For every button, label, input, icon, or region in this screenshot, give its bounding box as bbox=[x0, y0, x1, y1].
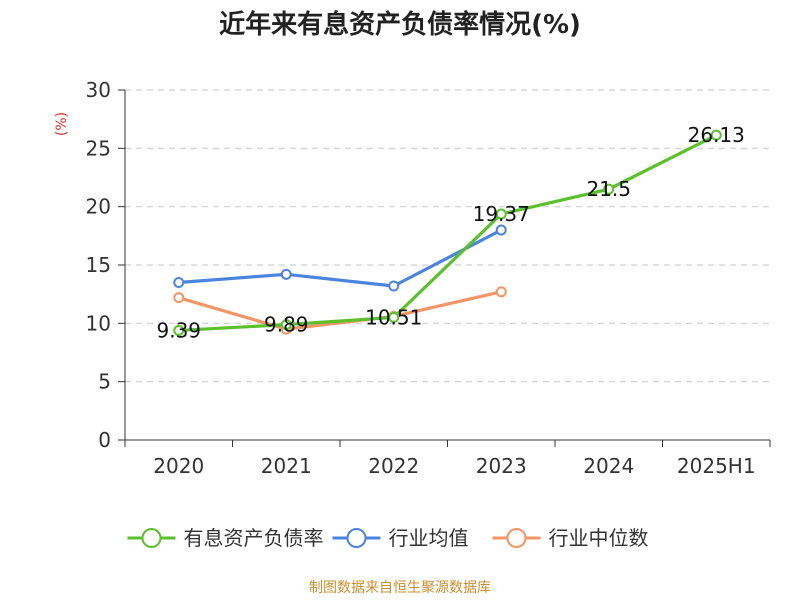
legend-marker bbox=[141, 528, 162, 548]
y-tick-label: 25 bbox=[86, 136, 111, 160]
y-tick-label: 5 bbox=[98, 370, 111, 394]
x-tick-label: 2020 bbox=[153, 454, 204, 478]
series-line bbox=[177, 228, 503, 288]
x-tick-label: 2025H1 bbox=[677, 454, 756, 478]
data-point bbox=[173, 324, 185, 336]
y-tick-label: 20 bbox=[86, 195, 111, 219]
axes: 0 5 10 15 20 25 30 2020 2021 2022 2023 2024 2025H1 bbox=[86, 78, 771, 478]
data-label: 26.13 bbox=[688, 123, 745, 147]
legend-label: 行业中位数 bbox=[549, 526, 649, 550]
data-point bbox=[710, 129, 722, 141]
y-tick-label: 0 bbox=[98, 428, 111, 452]
y-axis-label: (%) bbox=[54, 112, 70, 136]
chart-title: 近年来有息资产负债率情况(%) bbox=[219, 9, 581, 40]
data-point bbox=[280, 319, 292, 331]
legend: 有息资产负债率 行业均值 行业中位数 bbox=[127, 526, 649, 550]
data-point bbox=[495, 208, 507, 220]
data-point bbox=[388, 280, 400, 292]
y-tick-label: 30 bbox=[86, 78, 111, 102]
y-tick-label: 15 bbox=[86, 253, 111, 277]
data-point bbox=[495, 224, 507, 236]
series-line bbox=[177, 133, 718, 333]
source-note: 制图数据来自恒生聚源数据库 bbox=[309, 580, 491, 596]
data-point bbox=[388, 311, 400, 323]
series-lines bbox=[173, 129, 722, 336]
data-label: 9.39 bbox=[156, 318, 201, 342]
data-point bbox=[280, 268, 292, 280]
series-line bbox=[177, 290, 503, 331]
x-tick-label: 2023 bbox=[476, 454, 527, 478]
legend-label: 行业均值 bbox=[389, 526, 469, 550]
legend-marker bbox=[506, 528, 527, 548]
data-point bbox=[173, 292, 185, 304]
data-label: 21.5 bbox=[586, 177, 631, 201]
data-point bbox=[173, 277, 185, 288]
grid-lines bbox=[125, 89, 770, 383]
data-point bbox=[495, 286, 507, 298]
legend-marker bbox=[346, 528, 367, 548]
x-tick-label: 2021 bbox=[261, 454, 312, 478]
x-tick-label: 2024 bbox=[583, 454, 634, 478]
y-tick-label: 10 bbox=[86, 311, 111, 335]
data-label: 9.89 bbox=[264, 313, 309, 337]
data-label: 19.37 bbox=[473, 202, 530, 226]
data-label: 10.51 bbox=[365, 305, 422, 329]
data-labels: 9.39 9.89 10.51 19.37 21.5 26.13 bbox=[156, 123, 744, 342]
data-point bbox=[603, 183, 615, 195]
legend-label: 有息资产负债率 bbox=[184, 526, 324, 550]
x-tick-label: 2022 bbox=[368, 454, 419, 478]
